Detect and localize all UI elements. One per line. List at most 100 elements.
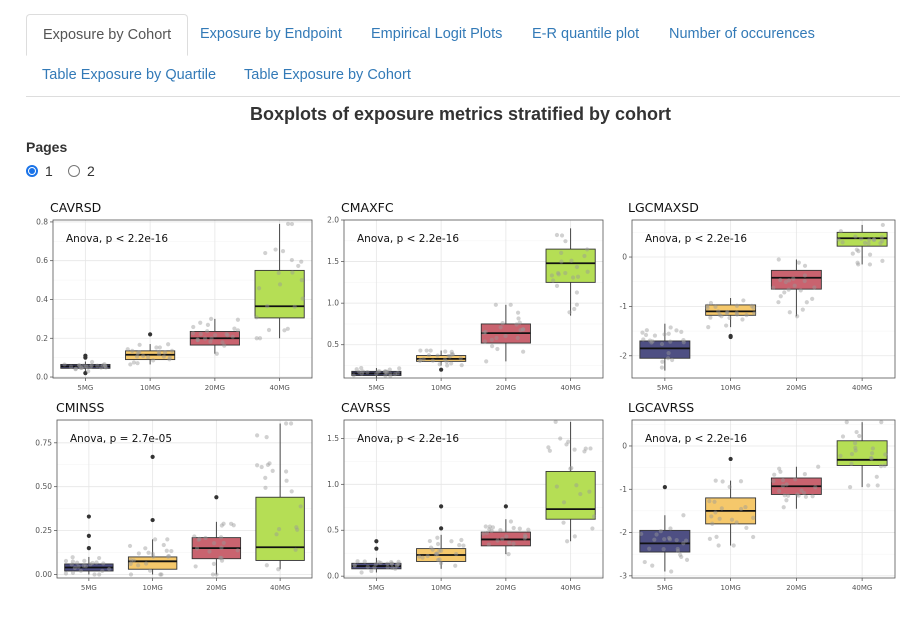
jitter-point: [517, 320, 522, 325]
page-radio-1[interactable]: 1: [26, 163, 53, 179]
x-tick-label: 20MG: [786, 584, 806, 592]
jitter-point: [146, 355, 151, 360]
tab-empirical-logit-plots[interactable]: Empirical Logit Plots: [371, 26, 503, 42]
tab-exposure-by-endpoint[interactable]: Exposure by Endpoint: [200, 26, 342, 42]
outlier-point: [728, 333, 733, 339]
jitter-point: [795, 314, 800, 319]
jitter-point: [221, 540, 226, 546]
x-tick-label: 10MG: [720, 384, 740, 392]
jitter-point: [220, 340, 225, 345]
jitter-point: [771, 478, 776, 484]
jitter-point: [681, 541, 686, 546]
x-tick-label: 40MG: [852, 384, 872, 392]
jitter-point: [90, 560, 95, 566]
jitter-point: [498, 325, 503, 330]
jitter-point: [276, 270, 281, 276]
x-tick-label: 10MG: [140, 384, 160, 392]
jitter-point: [254, 336, 259, 341]
jitter-point: [435, 541, 441, 547]
jitter-point: [872, 237, 877, 242]
jitter-point: [191, 324, 196, 330]
box-5mg: [351, 365, 402, 379]
jitter-point: [372, 565, 377, 570]
jitter-point: [259, 464, 264, 470]
tab-number-of-occurences[interactable]: Number of occurences: [669, 26, 815, 42]
tab-er-quantile-plot[interactable]: E-R quantile plot: [532, 26, 640, 42]
jitter-point: [724, 323, 729, 328]
jitter-point: [285, 221, 291, 226]
jitter-point: [481, 531, 486, 536]
jitter-point: [668, 325, 673, 330]
outlier-point: [86, 546, 91, 551]
jitter-point: [298, 504, 303, 509]
jitter-point: [293, 547, 298, 552]
page-title: Boxplots of exposure metrics stratified …: [249, 104, 672, 124]
jitter-point: [437, 548, 442, 553]
jitter-point: [554, 484, 559, 489]
jitter-point: [388, 373, 393, 379]
jitter-point: [417, 358, 422, 363]
jitter-point: [383, 373, 388, 378]
jitter-point: [662, 332, 667, 337]
jitter-point: [203, 535, 208, 541]
jitter-point: [553, 419, 558, 424]
anova-annotation: Anova, p < 2.2e-16: [357, 233, 459, 245]
jitter-point: [222, 343, 227, 348]
jitter-point: [803, 494, 809, 499]
jitter-point: [209, 336, 214, 341]
jitter-point: [719, 314, 724, 319]
box-10mg: [125, 332, 176, 367]
jitter-point: [662, 537, 667, 542]
box-40mg: [836, 420, 888, 490]
y-tick-label: -1: [620, 485, 628, 494]
jitter-point: [95, 363, 100, 368]
jitter-point: [882, 463, 887, 468]
jitter-point: [444, 359, 449, 365]
tab-bar: Exposure by Cohort Exposure by Endpoint …: [26, 14, 900, 97]
jitter-point: [727, 315, 732, 321]
plot-border: [343, 219, 604, 379]
page-radio-2[interactable]: 2: [68, 163, 95, 179]
jitter-point: [575, 274, 581, 279]
jitter-point: [585, 247, 590, 252]
jitter-point: [526, 527, 531, 532]
jitter-point: [359, 371, 364, 376]
jitter-point: [777, 489, 782, 494]
page-radio-1-label: 1: [45, 163, 53, 179]
jitter-point: [369, 568, 374, 574]
jitter-point: [235, 317, 241, 322]
jitter-point: [484, 530, 490, 536]
jitter-point: [559, 259, 564, 264]
tab-table-exposure-by-cohort[interactable]: Table Exposure by Cohort: [244, 67, 411, 83]
jitter-point: [208, 339, 213, 344]
jitter-point: [840, 434, 846, 439]
y-tick-label: 1.0: [327, 299, 339, 308]
jitter-point: [570, 275, 576, 280]
jitter-point: [190, 331, 196, 336]
jitter-point: [776, 257, 781, 262]
tab-table-exposure-by-quartile[interactable]: Table Exposure by Quartile: [42, 67, 217, 83]
jitter-point: [670, 357, 675, 363]
jitter-point: [870, 446, 875, 451]
jitter-point: [394, 563, 400, 568]
jitter-point: [838, 229, 843, 234]
x-tick-label: 5MG: [657, 384, 673, 392]
jitter-point: [360, 369, 366, 374]
jitter-point: [869, 456, 874, 461]
jitter-point: [853, 448, 858, 453]
plot-border: [631, 219, 896, 379]
tab-exposure-by-cohort[interactable]: Exposure by Cohort: [26, 14, 189, 56]
jitter-point: [70, 570, 76, 576]
jitter-point: [504, 534, 509, 539]
jitter-point: [373, 562, 378, 567]
box-5mg: [63, 514, 114, 577]
jitter-point: [78, 365, 84, 371]
y-tick-label: 0.8: [36, 217, 48, 226]
jitter-point: [508, 302, 513, 307]
jitter-point: [559, 233, 565, 238]
jitter-point: [97, 555, 102, 561]
jitter-point: [868, 455, 874, 461]
jitter-point: [263, 475, 268, 480]
jitter-point: [883, 452, 888, 457]
jitter-point: [77, 363, 82, 368]
